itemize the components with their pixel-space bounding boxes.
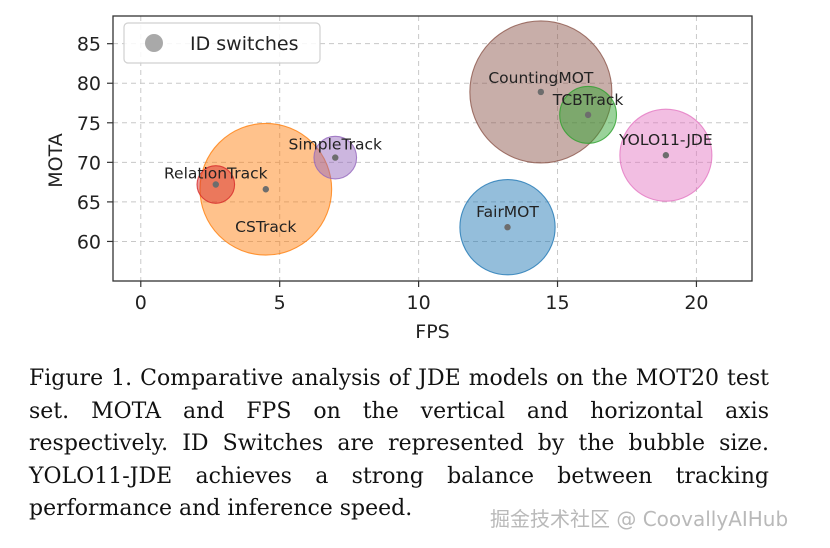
x-axis-label: FPS [415,321,449,343]
bubble-label-cstrack: CSTrack [235,218,296,236]
x-tick-label: 5 [274,292,286,314]
bubble-label-fairmot: FairMOT [476,203,539,221]
bubble-center-relationtrack [212,181,219,188]
y-tick-label: 85 [77,34,101,56]
bubble-label-yolo11-jde: YOLO11-JDE [618,131,713,149]
bubble-label-tcbtrack: TCBTrack [552,91,624,109]
legend-marker [145,34,163,52]
legend: ID switches [123,22,321,64]
y-tick-label: 65 [77,192,101,214]
x-tick-label: 20 [684,292,708,314]
y-axis-label: MOTA [45,133,67,187]
y-tick-label: 80 [77,73,101,95]
bubble-chart: RelationTrack CSTrack SimpleTrack FairMOT Co… [45,15,753,343]
bubble-centers [212,88,670,231]
bubble-center-tcbtrack [584,111,592,119]
grid-lines [113,16,752,281]
plot-frame [112,15,753,282]
bubble-center-cstrack [262,186,270,193]
y-tick-label: 60 [77,231,101,253]
y-tick-label: 70 [77,152,101,174]
axis-ticks: 0 5 10 15 20 60 65 70 75 80 85 [77,34,709,314]
bubble-center-fairmot [504,224,511,231]
bubble-label-relationtrack: RelationTrack [164,164,268,182]
y-tick-label: 75 [77,113,101,135]
legend-label: ID switches [190,33,299,55]
figure-caption: Figure 1. Comparative analysis of JDE mo… [29,366,769,521]
bubble-center-simpletrack [332,154,339,161]
x-tick-label: 0 [135,292,147,314]
watermark: 掘金技术社区 @ CoovallyAIHub [490,507,789,531]
bubble-center-countingmot [537,88,545,96]
bubble-label-countingmot: CountingMOT [488,69,594,87]
bubble-labels: RelationTrack CSTrack SimpleTrack FairMOT Co… [164,69,713,236]
x-tick-label: 15 [545,292,569,314]
x-tick-label: 10 [407,292,431,314]
bubble-label-simpletrack: SimpleTrack [289,136,383,154]
legend-box [123,22,321,64]
bubble-center-yolo11-jde [662,152,670,159]
